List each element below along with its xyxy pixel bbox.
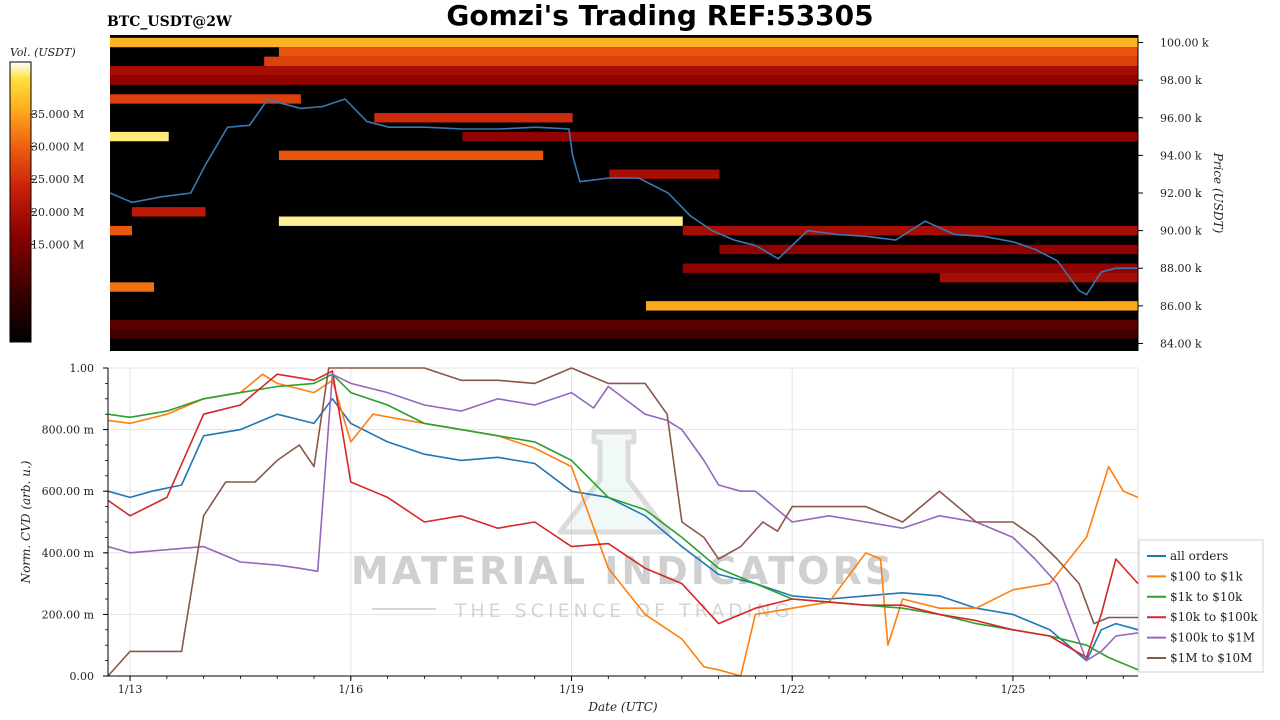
heatmap-band <box>719 244 1138 255</box>
cvd-y-tick-label: 800.00 m <box>42 424 95 437</box>
price-tick-label: 88.00 k <box>1160 262 1202 275</box>
legend-label: $10k to $100k <box>1170 610 1258 624</box>
flask-logo-icon <box>557 429 671 535</box>
heatmap-band <box>374 113 573 123</box>
cvd-x-tick-label: 1/13 <box>118 683 143 696</box>
heatmap-band <box>939 272 1138 283</box>
price-axis-ticks: 100.00 k 98.00 k 96.00 k 94.00 k 92.00 k 90.0… <box>1138 37 1209 350</box>
heatmap-band <box>110 319 1138 330</box>
heatmap-band <box>110 282 155 292</box>
colorbar-tick-label: 35.000 M <box>31 108 84 121</box>
cvd-x-tick-label: 1/25 <box>1001 683 1026 696</box>
heatmap-band <box>646 301 1138 311</box>
cvd-y-tick-label: 200.00 m <box>42 608 95 621</box>
legend-label: $1k to $10k <box>1170 590 1243 604</box>
heatmap-band <box>110 329 1138 339</box>
price-tick-label: 100.00 k <box>1160 37 1209 50</box>
cvd-series-line <box>107 373 1139 662</box>
price-tick-label: 90.00 k <box>1160 225 1202 238</box>
legend-label: $1M to $10M <box>1170 651 1252 665</box>
heatmap-band <box>462 131 1138 142</box>
heatmap-band <box>110 225 133 236</box>
legend: all orders $100 to $1k $1k to $10k $10k to … <box>1138 539 1264 673</box>
cvd-y-axis-label: Norm. CVD (arb. u.) <box>19 460 33 584</box>
colorbar-ticks: 35.000 M 30.000 M 25.000 M 20.000 M 15.000 M <box>31 108 84 251</box>
cvd-series-line <box>107 367 1138 677</box>
cvd-y-tick-label: 0.00 <box>70 670 95 683</box>
legend-label: all orders <box>1170 549 1228 563</box>
pair-label: BTC_USDT@2W <box>107 14 232 30</box>
colorbar <box>9 61 32 343</box>
legend-label: $100k to $1M <box>1170 631 1255 645</box>
heatmap-band <box>609 169 720 179</box>
cvd-series-line <box>107 373 1139 671</box>
cvd-x-tick-label: 1/19 <box>559 683 584 696</box>
heatmap-background <box>110 35 1138 351</box>
price-tick-label: 98.00 k <box>1160 74 1202 87</box>
price-tick-label: 86.00 k <box>1160 300 1202 313</box>
colorbar-label: Vol. (USDT) <box>10 46 76 59</box>
heatmap-band <box>110 131 169 142</box>
cvd-plot-area <box>107 367 1139 677</box>
legend-label: $100 to $1k <box>1170 569 1243 583</box>
cvd-x-tick-label: 1/22 <box>780 683 805 696</box>
cvd-series-line <box>107 370 1139 659</box>
cvd-x-tick-label: 1/16 <box>338 683 363 696</box>
page-title: Gomzi's Trading REF:53305 <box>446 0 873 32</box>
heatmap-band <box>110 37 1138 48</box>
cvd-x-axis-label: Date (UTC) <box>587 700 657 714</box>
cvd-y-ticks: 1.00 800.00 m 600.00 m 400.00 m 200.00 m 0.00 <box>42 362 108 683</box>
legend-box <box>1138 539 1264 673</box>
cvd-y-tick-label: 400.00 m <box>42 547 95 560</box>
price-line <box>109 98 1138 296</box>
heatmap-band <box>110 66 1138 76</box>
heatmap-band <box>110 94 301 104</box>
watermark-tagline: THE SCIENCE OF TRADING <box>454 600 794 622</box>
heatmap-band <box>110 75 1138 85</box>
colorbar-tick-label: 30.000 M <box>31 141 84 154</box>
price-tick-label: 96.00 k <box>1160 112 1202 125</box>
heatmap-band <box>132 207 206 217</box>
heatmap-band <box>278 216 683 226</box>
heatmap-band <box>682 263 1138 273</box>
heatmap-band <box>278 150 544 161</box>
cvd-series-lines <box>107 367 1139 677</box>
price-tick-label: 92.00 k <box>1160 187 1202 200</box>
heatmap-band <box>278 47 1138 57</box>
price-tick-label: 94.00 k <box>1160 149 1202 162</box>
cvd-y-tick-label: 1.00 <box>70 362 95 375</box>
price-tick-label: 84.00 k <box>1160 337 1202 350</box>
colorbar-tick-label: 25.000 M <box>31 173 84 186</box>
price-axis-label: Price (USDT) <box>1211 152 1225 234</box>
cvd-y-tick-label: 600.00 m <box>42 485 95 498</box>
cvd-x-ticks: 1/13 1/16 1/19 1/22 1/25 <box>118 676 1124 696</box>
colorbar-tick-label: 20.000 M <box>31 206 84 219</box>
cvd-series-line <box>107 373 1139 677</box>
heatmap-band <box>264 56 1138 67</box>
colorbar-tick-label: 15.000 M <box>31 238 84 251</box>
